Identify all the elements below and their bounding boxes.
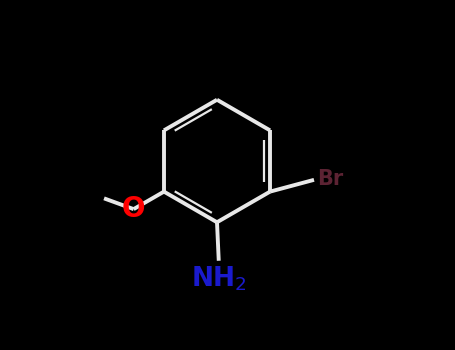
Text: NH$_2$: NH$_2$: [191, 264, 247, 293]
Text: O: O: [122, 195, 146, 223]
Text: Br: Br: [318, 169, 344, 189]
